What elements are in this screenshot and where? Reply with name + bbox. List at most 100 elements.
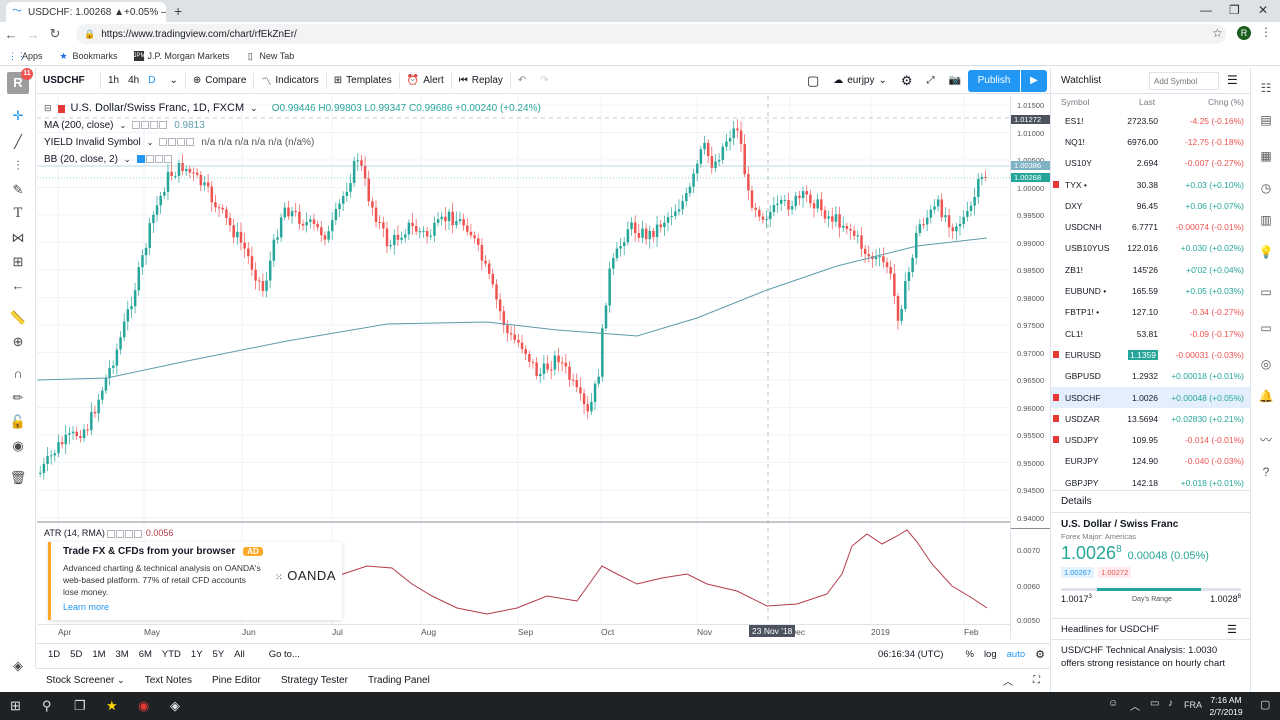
- layout-button[interactable]: ☁ eurjpy ⌄: [833, 75, 887, 86]
- maximize-panel-icon[interactable]: ⛶: [1033, 675, 1040, 686]
- watchlist-row[interactable]: FBTP1! • 127.10 -0.34 (-0.27%): [1051, 302, 1250, 323]
- clock-icon[interactable]: ◷: [1260, 181, 1272, 195]
- calendar-icon[interactable]: ▤: [1260, 113, 1272, 127]
- trendline-icon[interactable]: ╱: [14, 134, 22, 149]
- watchlist-row[interactable]: GBPJPY 142.18 +0.018 (+0.01%): [1051, 472, 1250, 493]
- forward-icon[interactable]: →: [26, 26, 40, 42]
- oanda-ad[interactable]: Trade FX & CFDs from your browser AD Adva…: [48, 542, 342, 620]
- chevron-down-icon[interactable]: ⌄: [119, 121, 127, 130]
- range-ytd[interactable]: YTD: [161, 649, 181, 660]
- notifications-icon[interactable]: ▢: [1260, 699, 1271, 711]
- watchlist-row[interactable]: US10Y 2.694 -0.007 (-0.27%): [1051, 153, 1250, 174]
- hotlist-icon[interactable]: ▥: [1260, 213, 1272, 227]
- help-icon[interactable]: ?: [1262, 465, 1270, 479]
- compare-button[interactable]: ⊕ Compare: [192, 75, 247, 86]
- watchlist-row[interactable]: CL1! 53.81 -0.09 (-0.17%): [1051, 323, 1250, 344]
- chevron-down-icon[interactable]: ⌄: [123, 155, 131, 164]
- user-logo-icon[interactable]: R 11: [7, 68, 33, 94]
- star-icon[interactable]: ☆: [1212, 26, 1223, 40]
- details-header[interactable]: Details: [1051, 491, 1251, 513]
- templates-button[interactable]: ⊞ Templates: [333, 75, 392, 86]
- flag-icon[interactable]: [1053, 415, 1059, 423]
- chrome-icon[interactable]: ◉: [138, 698, 150, 713]
- headline-item[interactable]: USD/CHF Technical Analysis: 1.0030 offer…: [1061, 645, 1226, 669]
- bookmark-apps[interactable]: ⋮⋮ Apps: [8, 50, 43, 61]
- fib-icon[interactable]: ⫶: [16, 158, 20, 173]
- log-toggle[interactable]: log: [983, 649, 997, 660]
- range-1d[interactable]: 1D: [48, 649, 61, 660]
- indicators-button[interactable]: 〽 Indicators: [261, 75, 319, 88]
- watchlist-row[interactable]: USDCNH 6.7771 -0.00074 (-0.01%): [1051, 216, 1250, 237]
- range-6m[interactable]: 6M: [138, 649, 152, 660]
- range-3m[interactable]: 3M: [115, 649, 129, 660]
- messages-icon[interactable]: ▭: [1260, 321, 1272, 335]
- search-icon[interactable]: ⚲: [42, 698, 52, 713]
- minimize-icon[interactable]: —: [1200, 3, 1212, 17]
- auto-toggle[interactable]: auto: [1006, 649, 1026, 660]
- task-view-icon[interactable]: ❐: [74, 698, 86, 713]
- replay-button[interactable]: ⏮ Replay: [458, 75, 503, 86]
- bookmark-jpmorgan[interactable]: JPM J.P. Morgan Markets: [133, 50, 230, 61]
- col-last[interactable]: Last: [1139, 97, 1156, 107]
- collapse-panel-icon[interactable]: ︿: [1003, 677, 1013, 688]
- redo-button[interactable]: ↷: [533, 68, 555, 94]
- collapse-legend-icon[interactable]: ⊟: [44, 103, 52, 113]
- yield-label[interactable]: YIELD Invalid Symbol: [44, 137, 141, 148]
- range-1y[interactable]: 1Y: [190, 649, 203, 660]
- bell-icon[interactable]: 🔔: [1258, 389, 1274, 403]
- volume-icon[interactable]: ♪: [1168, 698, 1173, 709]
- back-arrow-icon[interactable]: ←: [11, 278, 25, 293]
- url-field[interactable]: 🔒 https://www.tradingview.com/chart/rfEk…: [76, 24, 1226, 44]
- percent-toggle[interactable]: %: [965, 649, 974, 660]
- flag-icon[interactable]: [1053, 351, 1059, 359]
- range-all[interactable]: All: [234, 649, 245, 660]
- interval-4h[interactable]: 4h: [128, 75, 140, 86]
- watchlist-row[interactable]: USDCHF 1.0026 +0.00048 (+0.05%): [1051, 386, 1250, 409]
- reload-icon[interactable]: ↻: [49, 26, 61, 41]
- indicator-controls[interactable]: [132, 117, 168, 134]
- browser-tab[interactable]: 〜 USDCHF: 1.00268 ▲+0.05% — u ✕: [6, 2, 166, 22]
- fullscreen-select-button[interactable]: ▢: [800, 68, 826, 94]
- flag-icon[interactable]: [1053, 436, 1059, 444]
- interval-dropdown[interactable]: ⌄: [162, 68, 184, 94]
- watchlist-widget-icon[interactable]: ☷: [1260, 81, 1272, 95]
- symbol-search[interactable]: USDCHF: [43, 75, 85, 86]
- bookmark-bookmarks[interactable]: ★ Bookmarks: [59, 50, 118, 61]
- interval-1h[interactable]: 1h: [108, 75, 120, 86]
- col-change[interactable]: Chng (%): [1208, 97, 1244, 107]
- tab-stock-screener[interactable]: Stock Screener ⌄: [46, 675, 125, 686]
- watchlist-row[interactable]: USDJPY 109.95 -0.014 (-0.01%): [1051, 429, 1250, 450]
- trash-icon[interactable]: 🗑: [9, 470, 27, 485]
- watchlist-title[interactable]: Watchlist: [1061, 75, 1102, 86]
- watchlist-row[interactable]: DXY 96.45 +0.06 (+0.07%): [1051, 195, 1250, 216]
- list-menu-icon[interactable]: ☰: [1227, 73, 1238, 87]
- windows-start-icon[interactable]: ⊞: [10, 698, 21, 713]
- interval-d[interactable]: D: [148, 75, 156, 86]
- add-symbol-input[interactable]: [1149, 72, 1219, 90]
- watchlist-row[interactable]: ZB1! 145'26 +0'02 (+0.04%): [1051, 259, 1250, 280]
- taskbar-time[interactable]: 7:16 AM: [1210, 695, 1242, 705]
- chat-icon[interactable]: ▭: [1260, 285, 1272, 299]
- fullscreen-button[interactable]: ⤢: [920, 68, 942, 94]
- layers-icon[interactable]: ◈: [13, 658, 23, 673]
- bookmark-new-tab[interactable]: ▯ New Tab: [245, 51, 294, 61]
- tab-trading-panel[interactable]: Trading Panel: [367, 675, 430, 686]
- publish-play-button[interactable]: ▶: [1021, 70, 1047, 92]
- lock-drawings-icon[interactable]: 🔓: [9, 414, 27, 429]
- watchlist-row[interactable]: NQ1! 6976.00 -12.75 (-0.18%): [1051, 131, 1250, 152]
- tray-up-icon[interactable]: ︿: [1130, 702, 1140, 713]
- back-icon[interactable]: ←: [4, 26, 18, 42]
- watchlist-row[interactable]: USDZAR 13.5694 +0.02830 (+0.21%): [1051, 408, 1250, 429]
- profile-avatar[interactable]: R: [1237, 26, 1251, 40]
- range-5y[interactable]: 5Y: [212, 649, 225, 660]
- language-indicator[interactable]: FRA: [1184, 700, 1202, 710]
- pencil-lock-icon[interactable]: ✏: [12, 390, 24, 405]
- bb-label[interactable]: BB (20, close, 2): [44, 154, 118, 165]
- taskbar-date[interactable]: 2/7/2019: [1209, 707, 1243, 717]
- prediction-icon[interactable]: ⊞: [12, 254, 24, 269]
- range-5d[interactable]: 5D: [70, 649, 83, 660]
- flag-icon[interactable]: [1053, 393, 1059, 401]
- ruler-icon[interactable]: 📏: [9, 310, 27, 325]
- menu-dots-icon[interactable]: ⋮: [1260, 25, 1272, 39]
- flag-icon[interactable]: [1053, 180, 1059, 188]
